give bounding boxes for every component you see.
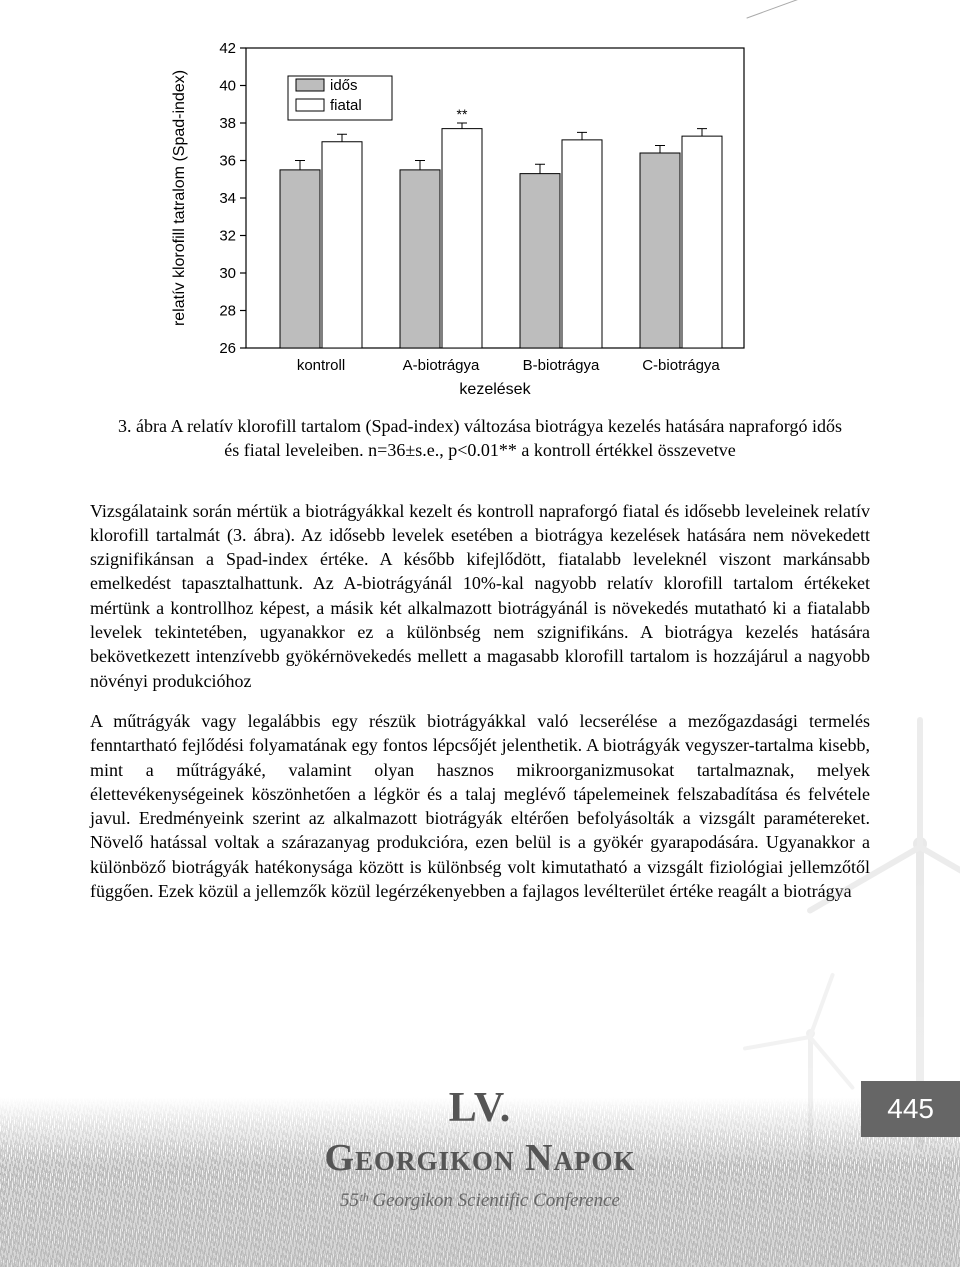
page-footer: LV. Georgikon Napok 55ᵗʰ Georgikon Scien… <box>0 1007 960 1267</box>
svg-text:26: 26 <box>219 340 236 357</box>
svg-text:B-biotrágya: B-biotrágya <box>523 357 600 374</box>
svg-text:C-biotrágya: C-biotrágya <box>642 357 720 374</box>
paragraph-2: A műtrágyák vagy legalábbis egy részük b… <box>90 709 870 903</box>
svg-text:30: 30 <box>219 265 236 282</box>
footer-title-line2: Georgikon Napok <box>0 1136 960 1180</box>
svg-text:kezelések: kezelések <box>459 381 531 398</box>
footer-subtitle: 55ᵗʰ Georgikon Scientific Conference <box>0 1190 960 1212</box>
svg-text:36: 36 <box>219 153 236 170</box>
svg-text:40: 40 <box>219 78 236 95</box>
svg-text:relatív klorofill tatralom (Sp: relatív klorofill tatralom (Spad-index) <box>171 70 188 326</box>
svg-text:A-biotrágya: A-biotrágya <box>403 357 480 374</box>
page-number: 445 <box>887 1093 934 1124</box>
svg-text:fiatal: fiatal <box>330 97 362 114</box>
svg-text:34: 34 <box>219 190 236 207</box>
svg-text:38: 38 <box>219 115 236 132</box>
page-content: 26 28 30 32 34 36 38 40 42 relatív klorofill tatr… <box>0 0 960 903</box>
svg-text:42: 42 <box>219 40 236 57</box>
svg-text:28: 28 <box>219 303 236 320</box>
body-text: Vizsgálataink során mértük a biotrágyákk… <box>90 499 870 904</box>
spad-index-bar-chart: 26 28 30 32 34 36 38 40 42 relatív klorofill tatr… <box>160 30 760 400</box>
paragraph-1: Vizsgálataink során mértük a biotrágyákk… <box>90 499 870 693</box>
chart-container: 26 28 30 32 34 36 38 40 42 relatív klorofill tatr… <box>160 30 760 400</box>
page-number-badge: 445 <box>861 1081 960 1137</box>
footer-title-line1: LV. <box>0 1084 960 1132</box>
svg-text:kontroll: kontroll <box>297 357 345 374</box>
svg-text:idős: idős <box>330 77 358 94</box>
svg-text:**: ** <box>457 106 468 122</box>
footer-title-block: LV. Georgikon Napok 55ᵗʰ Georgikon Scien… <box>0 1084 960 1212</box>
svg-text:32: 32 <box>219 228 236 245</box>
figure-caption: 3. ábra A relatív klorofill tartalom (Sp… <box>110 414 850 463</box>
